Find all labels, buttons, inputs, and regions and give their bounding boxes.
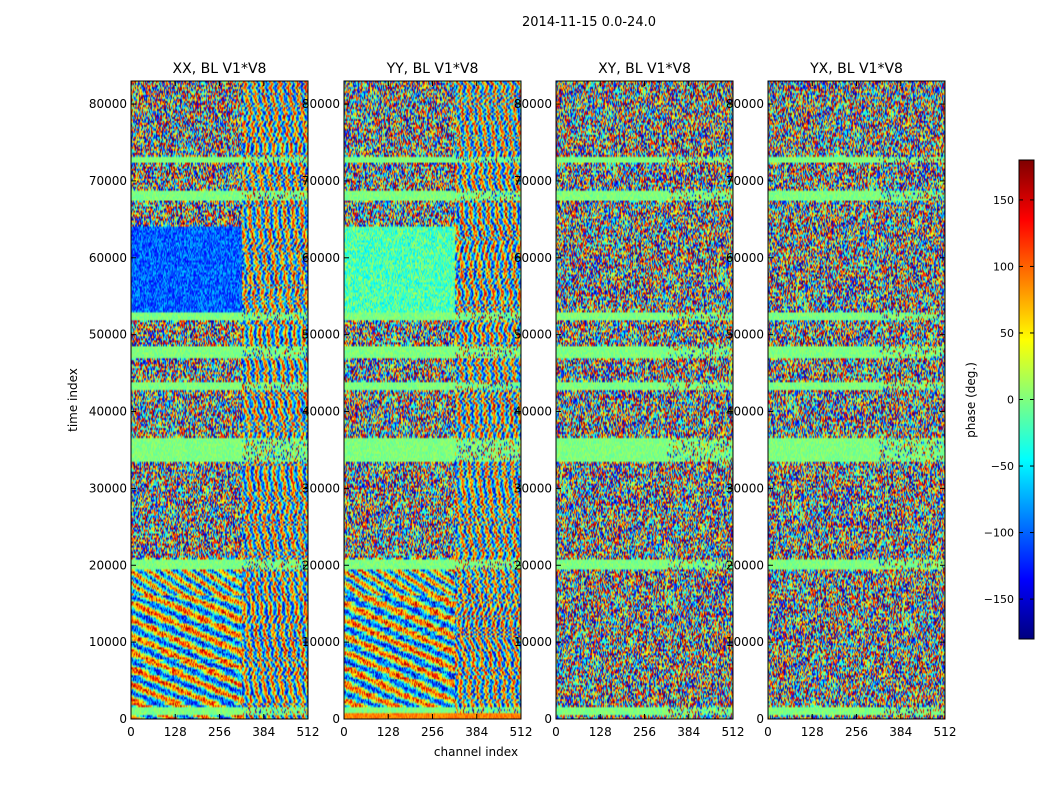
colorbar-label: phase (deg.) bbox=[964, 362, 978, 438]
x-axis-label: channel index bbox=[434, 745, 518, 759]
colorbar-tick-label: 150 bbox=[993, 194, 1014, 207]
y-tick-label: 20000 bbox=[302, 558, 340, 572]
panel-title: YX, BL V1*V8 bbox=[809, 61, 903, 77]
y-tick-label: 60000 bbox=[726, 251, 764, 265]
x-tick-label: 128 bbox=[589, 725, 612, 739]
y-tick-label: 40000 bbox=[89, 405, 127, 419]
y-tick-label: 80000 bbox=[89, 97, 127, 111]
panel-1: XX, BL V1*V8 0 128 256 384 512 0 10000 20000 3000… bbox=[89, 61, 320, 739]
y-tick-label: 80000 bbox=[302, 97, 340, 111]
y-tick-label: 80000 bbox=[514, 97, 552, 111]
colorbar-tick-label: 0 bbox=[1007, 394, 1014, 407]
x-tick-label: 384 bbox=[465, 725, 488, 739]
x-tick-label: 256 bbox=[633, 725, 656, 739]
x-tick-label: 256 bbox=[421, 725, 444, 739]
colorbar: 150 100 50 0 −50 −100 −150 bbox=[984, 159, 1035, 640]
y-tick-label: 10000 bbox=[514, 635, 552, 649]
y-tick-label: 70000 bbox=[726, 174, 764, 188]
x-tick-label: 256 bbox=[208, 725, 231, 739]
x-tick-label: 512 bbox=[934, 725, 957, 739]
heatmap-image bbox=[131, 81, 308, 719]
y-tick-label: 60000 bbox=[514, 251, 552, 265]
x-tick-label: 0 bbox=[127, 725, 135, 739]
x-tick-label: 384 bbox=[252, 725, 275, 739]
y-tick-label: 70000 bbox=[514, 174, 552, 188]
x-tick-label: 0 bbox=[340, 725, 348, 739]
y-tick-label: 10000 bbox=[302, 635, 340, 649]
y-tick-label: 10000 bbox=[726, 635, 764, 649]
y-tick-label: 50000 bbox=[514, 328, 552, 342]
x-tick-label: 0 bbox=[552, 725, 560, 739]
y-tick-label: 40000 bbox=[302, 405, 340, 419]
x-tick-label: 384 bbox=[889, 725, 912, 739]
y-tick-label: 20000 bbox=[726, 558, 764, 572]
x-tick-label: 256 bbox=[845, 725, 868, 739]
colorbar-tick-label: −100 bbox=[984, 527, 1014, 540]
y-axis-label: time index bbox=[66, 368, 80, 432]
y-tick-label: 30000 bbox=[89, 481, 127, 495]
y-tick-label: 60000 bbox=[302, 251, 340, 265]
y-tick-label: 50000 bbox=[302, 328, 340, 342]
x-tick-label: 512 bbox=[297, 725, 320, 739]
panel-2: YY, BL V1*V8 0 128 256 384 512 0 10000 20000 3000… bbox=[302, 61, 533, 739]
x-tick-label: 128 bbox=[377, 725, 400, 739]
y-tick-label: 30000 bbox=[302, 481, 340, 495]
y-tick-label: 0 bbox=[332, 712, 340, 726]
y-tick-label: 10000 bbox=[89, 635, 127, 649]
x-tick-label: 512 bbox=[510, 725, 533, 739]
y-tick-label: 0 bbox=[119, 712, 127, 726]
colorbar-tick-label: −150 bbox=[984, 593, 1014, 606]
y-tick-label: 40000 bbox=[726, 405, 764, 419]
y-tick-label: 50000 bbox=[89, 328, 127, 342]
x-tick-label: 384 bbox=[677, 725, 700, 739]
colorbar-tick-label: −50 bbox=[991, 460, 1014, 473]
panels: XX, BL V1*V8 0 128 256 384 512 0 10000 20000 3000… bbox=[89, 61, 957, 739]
y-tick-label: 60000 bbox=[89, 251, 127, 265]
y-tick-label: 70000 bbox=[302, 174, 340, 188]
panel-title: XX, BL V1*V8 bbox=[173, 61, 267, 77]
y-tick-label: 0 bbox=[756, 712, 764, 726]
figure-title: 2014-11-15 0.0-24.0 bbox=[522, 15, 656, 30]
y-tick-label: 50000 bbox=[726, 328, 764, 342]
y-tick-label: 20000 bbox=[89, 558, 127, 572]
y-tick-label: 40000 bbox=[514, 405, 552, 419]
y-tick-label: 0 bbox=[544, 712, 552, 726]
y-tick-label: 70000 bbox=[89, 174, 127, 188]
panel-4: YX, BL V1*V8 0 128 256 384 512 0 10000 20000 3000… bbox=[726, 61, 957, 739]
heatmap-image bbox=[556, 81, 733, 719]
x-tick-label: 0 bbox=[764, 725, 772, 739]
x-tick-label: 512 bbox=[722, 725, 745, 739]
y-tick-label: 20000 bbox=[514, 558, 552, 572]
panel-title: YY, BL V1*V8 bbox=[386, 61, 479, 77]
panel-title: XY, BL V1*V8 bbox=[598, 61, 691, 77]
colorbar-tick-label: 50 bbox=[1000, 327, 1014, 340]
y-tick-label: 30000 bbox=[726, 481, 764, 495]
panel-3: XY, BL V1*V8 0 128 256 384 512 0 10000 20000 3000… bbox=[514, 61, 745, 739]
heatmap-image bbox=[344, 81, 521, 719]
y-tick-label: 80000 bbox=[726, 97, 764, 111]
y-tick-label: 30000 bbox=[514, 481, 552, 495]
x-tick-label: 128 bbox=[164, 725, 187, 739]
x-tick-label: 128 bbox=[801, 725, 824, 739]
heatmap-image bbox=[768, 81, 945, 719]
colorbar-tick-label: 100 bbox=[993, 260, 1014, 273]
